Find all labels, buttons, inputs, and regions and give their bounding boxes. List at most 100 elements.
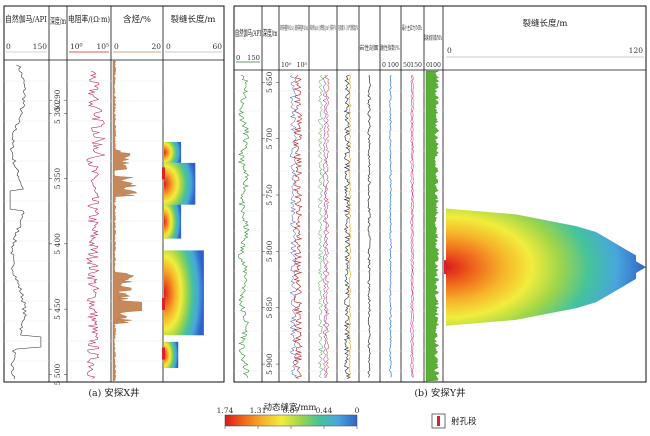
colorbar-ticks: 1.74 1.31 0.87 0.44 0	[217, 406, 360, 429]
b-track-brit-title: 脆性指数/%	[381, 44, 400, 52]
b-track-fdi-scale-min: 0	[426, 62, 430, 69]
b-gas-saturation-curve	[348, 74, 352, 378]
fracture-lens	[446, 208, 646, 326]
legend-perforation-label: 射孔段	[451, 416, 477, 427]
b-acoustic-curve	[317, 74, 324, 379]
a-track-res-title: 电阻率/(Ω·m)	[68, 14, 110, 25]
depth-tick-label: 5 450	[53, 298, 62, 320]
a-depth-label: 深度/m	[50, 16, 66, 27]
a-caption: (a) 安探X井	[88, 387, 139, 399]
perforation-mark	[444, 260, 447, 275]
b-track-brit-scale-min: 0	[382, 62, 386, 69]
b-fracture-map	[446, 208, 646, 326]
colorbar-tick-label: 0.44	[316, 406, 333, 415]
depth-tick-label: 5 650	[265, 71, 274, 93]
colorbar-tick-label: 0.87	[283, 406, 300, 415]
a-track-gr-scale-max: 150	[33, 42, 48, 51]
colorbar-tick-label: 1.74	[217, 406, 234, 415]
depth-tick-label: 5 300	[53, 102, 62, 124]
b-track-res-title: 深侧向电阻率/(Ω·m) | 浅侧向电阻率/(Ω·m)	[280, 24, 308, 32]
b-track-stress-scale-min: 50	[403, 62, 411, 69]
a-res-curve	[86, 70, 105, 379]
a-track-frac-scale-max: 60	[212, 42, 222, 51]
colorbar-tick-label: 0	[355, 406, 360, 415]
a-perforation-marks	[162, 167, 165, 360]
b-track-res-scale-min: 10⁰	[281, 62, 292, 69]
depth-tick-label: 5 800	[265, 240, 274, 262]
b-track-gr-scale-min: 0	[236, 54, 240, 62]
b-track-lith-title: 岩性剖面	[360, 44, 379, 52]
fracture-block	[164, 341, 179, 368]
colorbar-tick-label: 1.31	[250, 406, 267, 415]
b-min-stress-curve	[410, 74, 413, 378]
colorbar	[224, 414, 358, 427]
b-track-fdi-scale-max: 100	[429, 62, 441, 69]
b-track-stress-title: 最小主应力/MPa	[402, 24, 422, 32]
a-track-frac-scale-min: 0	[166, 42, 171, 51]
a-gr-curve	[9, 64, 42, 380]
b-track-res-scale-max: 10⁵	[297, 62, 308, 69]
a-track-hc-scale-max: 20	[151, 42, 161, 51]
a-hc-fill	[112, 60, 142, 382]
b-depth-label: 深度/m	[263, 28, 278, 39]
fracture-block	[164, 204, 182, 239]
a-track-frac-title: 裂缝长度/m	[171, 14, 216, 25]
panel-b: 自然伽马/API 0 150 深度/m 深侧向电阻率/(Ω·m) | 浅侧向电阻…	[233, 5, 647, 399]
a-track-hc-scale-min: 0	[114, 42, 119, 51]
b-track-por-title: 孔隙度/% | 含气饱和度/%	[338, 24, 358, 32]
depth-tick-label: 5 850	[265, 297, 274, 319]
b-lithology-curve	[367, 74, 371, 378]
perforation-mark	[162, 167, 165, 180]
panel-b-frame	[233, 5, 647, 383]
b-track-gr-title: 自然伽马/API	[235, 28, 261, 39]
b-track-frac-title: 裂缝长度/m	[523, 18, 568, 29]
b-res-shallow-curve	[289, 74, 298, 378]
depth-tick-label: 5 350	[53, 168, 62, 190]
b-track-gr-scale-max: 150	[247, 54, 260, 62]
b-track-frac-scale-max: 120	[629, 46, 644, 55]
fracture-block	[164, 250, 204, 336]
b-perforation-marks	[444, 260, 447, 275]
legend-perforation-swatch	[437, 416, 440, 426]
b-min-stress-curve-2	[412, 74, 414, 378]
b-depth-ticks: 5 650 5 700 5 750 5 800 5 850 5 900	[262, 71, 279, 375]
fracture-block	[164, 162, 196, 205]
panel-a-frame	[3, 5, 225, 383]
depth-tick-label: 5 750	[265, 184, 274, 206]
b-track-frac-scale-min: 0	[447, 46, 452, 55]
b-track-fdi-title: 裂缝发育指数/MPa	[424, 34, 442, 42]
legend: 射孔段	[431, 413, 477, 429]
b-track-brit-scale-max: 100	[387, 62, 399, 69]
b-fracture-index-fill	[425, 70, 440, 382]
b-porosity-curve	[343, 74, 351, 380]
a-track-hc-title: 含烃/%	[123, 14, 151, 25]
a-track-res-scale-max: 10⁵	[96, 42, 109, 51]
b-grid	[234, 90, 443, 372]
depth-tick-label: 5 700	[265, 128, 274, 150]
depth-tick-label: 5 900	[265, 353, 274, 375]
a-grid	[4, 80, 163, 362]
depth-tick-label: 5 290	[53, 89, 62, 111]
a-track-res-scale-min: 10⁰	[70, 42, 83, 51]
b-neutron-curve	[322, 74, 328, 378]
colorbar-group: 动态缝宽/mm 1.74 1.31 0.87 0.44 0	[217, 402, 360, 429]
b-track-acoustic-title: 声波时差/(μs/m) | 体积密度/(g/cm³) | 补偿中子/%	[310, 24, 336, 32]
b-density-curve	[325, 74, 330, 379]
b-brittleness-curve	[389, 74, 392, 378]
perforation-mark	[162, 297, 165, 310]
a-track-gr-title: 自然伽马/API	[5, 14, 47, 25]
a-track-gr-scale-min: 0	[6, 42, 11, 51]
colorbar-title: 动态缝宽/mm	[264, 402, 317, 413]
b-res-deep-curve	[293, 74, 303, 380]
panel-a: 自然伽马/API 0 150 深度/m 电阻率/(Ω·m) 10⁰ 10⁵ 含烃…	[3, 5, 225, 399]
b-caption: (b) 安探Y井	[414, 387, 465, 399]
b-gr-curve	[237, 74, 250, 379]
depth-tick-label: 5 500	[53, 364, 62, 386]
perforation-mark	[162, 347, 165, 360]
fracture-block	[164, 141, 182, 163]
depth-tick-label: 5 400	[53, 233, 62, 255]
a-fracture-map	[164, 141, 204, 368]
b-track-stress-scale-max: 150	[410, 62, 422, 69]
